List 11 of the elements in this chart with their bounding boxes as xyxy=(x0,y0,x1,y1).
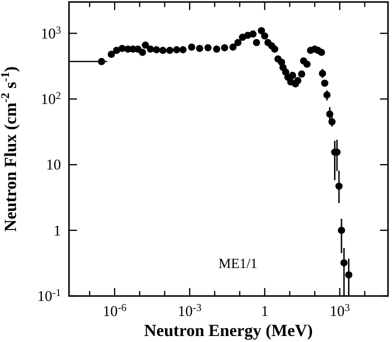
y-tick-label: 10$^{2}$ xyxy=(40,90,61,108)
x-tick-label: 10$^{3}$ xyxy=(330,302,350,320)
x-tick-label: 1 xyxy=(260,304,268,320)
x-tick-label: 10$^{-6}$ xyxy=(102,302,126,320)
y-tick-label: 10 xyxy=(46,158,61,174)
x-tick-label: 10$^{-3}$ xyxy=(178,302,202,320)
annotation: ME1/1 xyxy=(218,257,258,272)
y-tick-label: 10$^{3}$ xyxy=(40,24,61,42)
y-tick-label: 10$^{-1}$ xyxy=(37,288,61,305)
y-tick-label: 1 xyxy=(54,223,61,240)
x-axis-title: Neutron Energy (MeV) xyxy=(144,321,313,340)
